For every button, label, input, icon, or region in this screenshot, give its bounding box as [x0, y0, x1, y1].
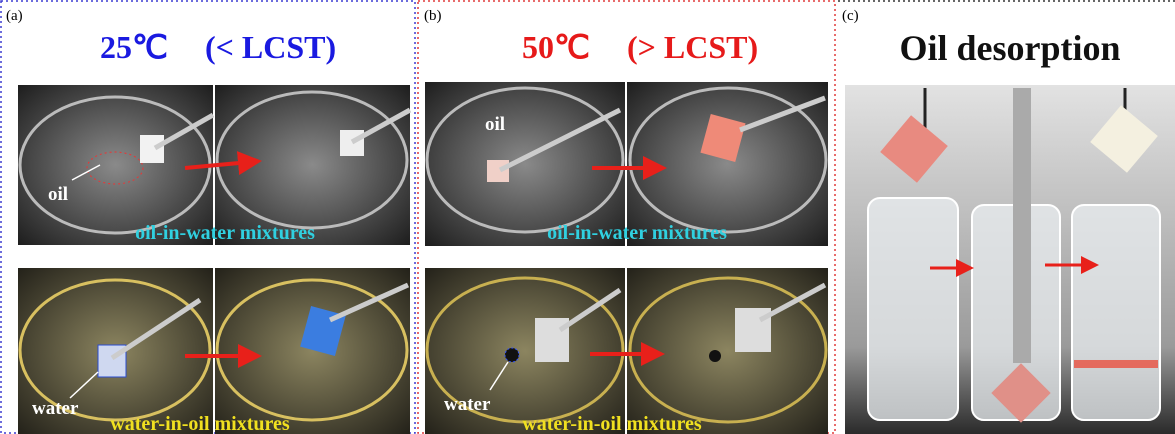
panel-label: (a): [6, 8, 23, 24]
panel-a: (a) 25℃ (< LCST) oil oil-in-water mixtur…: [6, 8, 410, 434]
sample: [340, 130, 364, 156]
annotation: oil: [485, 114, 505, 135]
temperature: 50℃: [522, 29, 590, 65]
caption: oil-in-water mixtures: [135, 222, 315, 244]
panel-label: (b): [424, 8, 442, 24]
vial: [1072, 205, 1160, 420]
vial: [868, 198, 958, 420]
caption: water-in-oil mixtures: [110, 413, 290, 434]
panel-label: (c): [842, 8, 859, 24]
condition: (< LCST): [205, 29, 336, 65]
panel-c: (c) Oil desorption: [842, 8, 1175, 434]
photo: [627, 268, 828, 434]
figure: (a) 25℃ (< LCST) oil oil-in-water mixtur…: [0, 0, 1175, 434]
sample: [140, 135, 164, 163]
annotation: oil: [48, 184, 68, 205]
photo: [18, 85, 213, 245]
sample: [487, 160, 509, 182]
water-drop: [505, 348, 519, 362]
photo: [215, 85, 410, 245]
water-drop: [709, 350, 721, 362]
temperature: 25℃: [100, 29, 168, 65]
panel-b: (b) 50℃ (> LCST) oil oil-in-water mixtur…: [424, 8, 828, 434]
annotation: water: [444, 394, 491, 415]
caption: water-in-oil mixtures: [522, 413, 702, 434]
photo: [215, 268, 410, 434]
annotation: water: [32, 398, 79, 419]
oil-layer: [1074, 360, 1158, 368]
title: Oil desorption: [899, 28, 1120, 68]
caption: oil-in-water mixtures: [547, 222, 727, 244]
condition: (> LCST): [627, 29, 758, 65]
tweezers: [1013, 88, 1031, 363]
